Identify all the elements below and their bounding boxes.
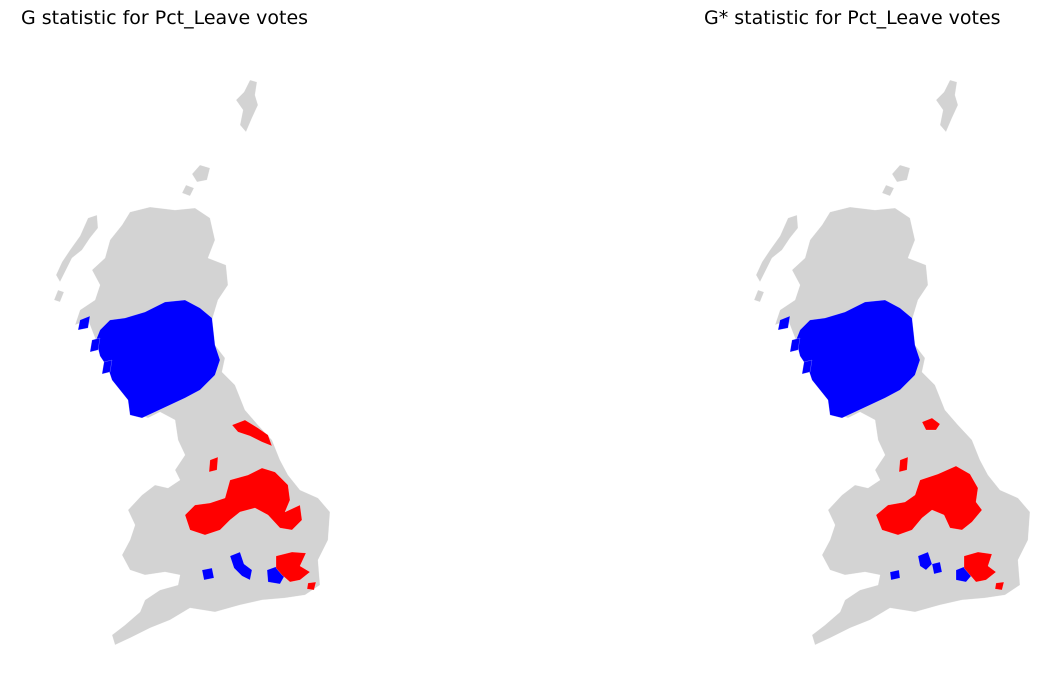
g-star-statistic-panel: G* statistic for Pct_Leave votes — [520, 0, 1044, 690]
cold-spots — [77, 299, 286, 585]
g-statistic-panel: G statistic for Pct_Leave votes — [0, 0, 520, 690]
north-east-hot-spot — [231, 419, 273, 447]
yorkshire-hot-spot — [898, 456, 909, 473]
orkney-islands — [891, 164, 911, 183]
kent-hot-spot — [306, 581, 317, 591]
g-star-statistic-map — [753, 79, 1031, 646]
cold-spots — [777, 299, 973, 583]
north-east-hot-spot — [921, 417, 941, 431]
kent-hot-spot — [994, 581, 1005, 591]
hot-spots — [875, 417, 1005, 591]
g-statistic-title: G statistic for Pct_Leave votes — [21, 7, 309, 29]
essex-hot-spot — [963, 551, 997, 583]
outer-hebrides — [755, 214, 799, 283]
bristol-cold-spot — [201, 567, 215, 581]
essex-hot-spot — [275, 551, 311, 583]
oxford-cold-spot — [917, 551, 933, 571]
reading-cold-spot — [931, 561, 943, 575]
orkney-islands — [191, 164, 211, 183]
shetland-islands — [235, 79, 259, 133]
oxford-cold-spot — [229, 551, 253, 581]
outer-hebrides — [55, 214, 99, 283]
g-star-statistic-title: G* statistic for Pct_Leave votes — [704, 7, 1001, 29]
midlands-hot-spot — [875, 465, 983, 536]
mainland-britain — [774, 206, 1031, 646]
scotland-central-belt-cold-spot — [795, 299, 921, 419]
bristol-cold-spot — [889, 569, 901, 581]
hot-spots — [184, 419, 317, 591]
g-statistic-map — [53, 79, 331, 646]
midlands-hot-spot — [184, 467, 303, 536]
scotland-central-belt-cold-spot — [95, 299, 221, 419]
yorkshire-hot-spot — [208, 456, 219, 473]
shetland-islands — [935, 79, 959, 133]
